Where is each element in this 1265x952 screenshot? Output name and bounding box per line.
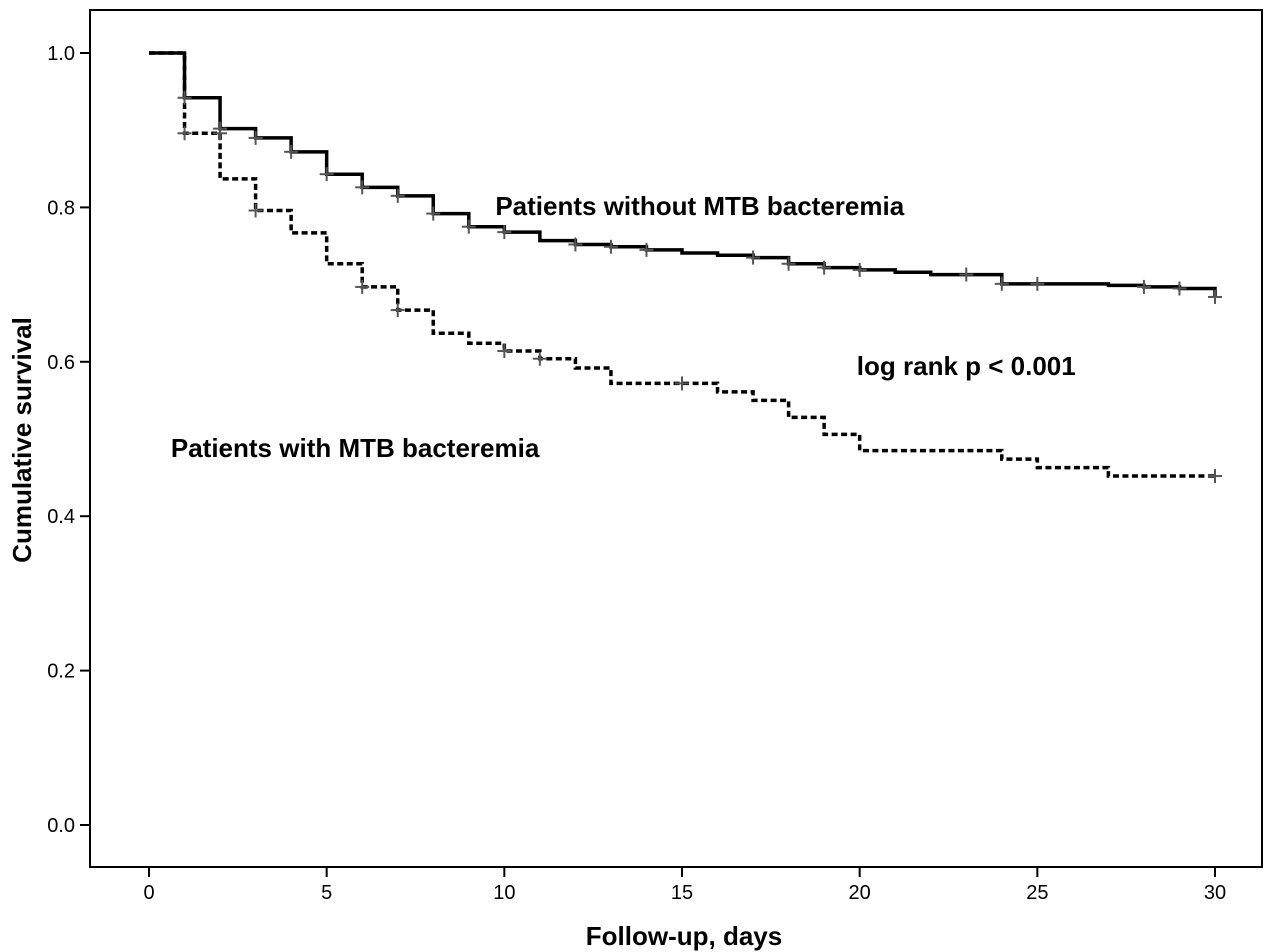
x-axis-title: Follow-up, days — [586, 921, 782, 951]
censor-mark — [532, 351, 547, 366]
censor-mark — [675, 376, 689, 391]
annotation: log rank p < 0.001 — [857, 351, 1076, 381]
y-tick-label: 0.4 — [47, 506, 75, 528]
censor-layer — [177, 90, 1222, 484]
x-tick-label: 10 — [493, 882, 515, 904]
x-tick-label: 25 — [1026, 882, 1048, 904]
x-axis: 0 5 10 15 20 25 30 — [143, 867, 1226, 904]
censor-mark — [603, 239, 618, 254]
series-0-curve — [149, 51, 1217, 297]
censor-mark — [284, 144, 299, 159]
censor-mark — [1208, 289, 1222, 304]
y-tick-label: 0.0 — [47, 815, 75, 837]
censor-mark — [426, 206, 441, 221]
censor-mark — [852, 262, 867, 277]
censor-mark — [959, 267, 974, 282]
censor-mark — [781, 256, 796, 271]
x-tick-label: 5 — [321, 882, 332, 904]
y-axis-title: Cumulative survival — [7, 317, 37, 563]
censor-mark — [355, 279, 370, 294]
censor-mark — [639, 242, 654, 257]
censor-mark — [248, 130, 263, 145]
y-tick-label: 0.8 — [47, 197, 75, 219]
y-axis: 0.0 0.2 0.4 0.6 0.8 1.0 — [47, 43, 90, 837]
censor-mark — [213, 126, 228, 141]
censor-mark — [355, 180, 370, 195]
censor-mark — [497, 343, 512, 358]
x-tick-label: 0 — [143, 882, 154, 904]
y-tick-label: 0.6 — [47, 352, 75, 374]
annotation: Patients with MTB bacteremia — [171, 433, 540, 463]
censor-mark — [461, 219, 476, 234]
annotation: Patients without MTB bacteremia — [495, 191, 904, 221]
plot-frame — [89, 9, 1263, 868]
censor-mark — [1136, 279, 1151, 294]
censor-mark — [568, 237, 583, 252]
censor-mark — [390, 303, 405, 318]
censor-mark — [390, 188, 405, 203]
censor-mark — [319, 167, 334, 182]
censor-mark — [1030, 276, 1045, 291]
censor-mark — [746, 250, 761, 265]
censor-mark — [248, 203, 263, 218]
x-tick-label: 20 — [849, 882, 871, 904]
series-layer — [149, 51, 1217, 478]
y-tick-label: 1.0 — [47, 43, 75, 65]
censor-mark — [1208, 469, 1222, 484]
censor-mark — [817, 260, 832, 275]
censor-mark — [1172, 281, 1187, 296]
x-tick-label: 15 — [671, 882, 693, 904]
x-tick-label: 30 — [1204, 882, 1226, 904]
censor-mark — [497, 225, 512, 240]
censor-mark — [177, 90, 192, 105]
censor-mark — [994, 276, 1009, 291]
series-1-curve — [149, 51, 1215, 478]
censor-mark — [177, 126, 192, 141]
y-tick-label: 0.2 — [47, 661, 75, 683]
annotation-layer: Patients without MTB bacteremia log rank … — [171, 191, 1076, 463]
